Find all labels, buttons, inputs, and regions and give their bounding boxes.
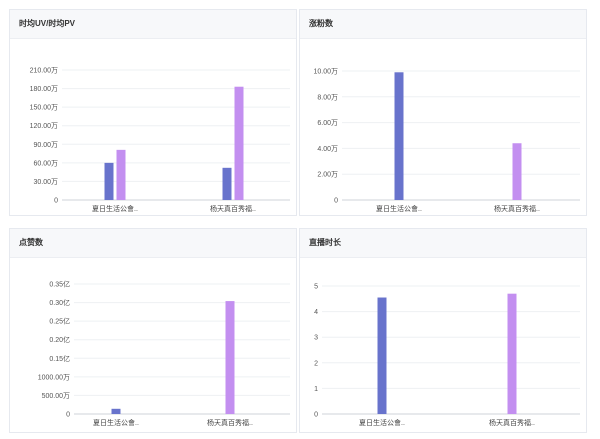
- chart-panel-fans: 涨粉数 0 2.00万 4.00万 6.00万 8.00万 10.00万夏日生活公會.. 杨…: [299, 9, 587, 216]
- bar-chart: 0 1 2 3 4 5 夏日生活公會.. 杨天真百秀福..: [314, 284, 580, 427]
- y-tick-label: 2.00万: [317, 171, 338, 179]
- y-tick-label: 90.00万: [33, 141, 58, 149]
- y-tick-label: 5: [314, 284, 318, 291]
- y-tick-label: 8.00万: [317, 93, 338, 101]
- y-tick-label: 150.00万: [30, 104, 58, 112]
- y-tick-label: 180.00万: [30, 85, 58, 93]
- y-tick-label: 500.00万: [42, 392, 70, 400]
- x-category-label: 夏日生活公會..: [92, 204, 138, 213]
- chart-panel-likes: 点赞数 0 500.00万 1000.00万 0.15亿 0.20亿 0.25亿 0.30亿…: [9, 228, 297, 433]
- x-category-label: 杨天真百秀福..: [207, 418, 253, 427]
- bar[interactable]: [512, 143, 522, 200]
- y-tick-label: 30.00万: [33, 178, 58, 186]
- panel-header: 点赞数: [10, 229, 296, 258]
- chart-panel-duration: 直播时长 0 1 2 3 4 5 夏日生活公會.. 杨天真百秀福..: [299, 228, 587, 433]
- bar[interactable]: [394, 72, 404, 200]
- panel-title: 涨粉数: [309, 19, 333, 28]
- panel-title: 直播时长: [309, 238, 341, 247]
- y-tick-label: 6.00万: [317, 119, 338, 127]
- y-tick-label: 10.00万: [313, 68, 338, 76]
- chart-panel-uv-pv: 时均UV/时均PV 0 30.00万 60.00万 90.00万 120.00万 150.…: [9, 9, 297, 216]
- bar[interactable]: [234, 86, 244, 200]
- x-category-label: 夏日生活公會..: [359, 418, 405, 427]
- y-tick-label: 0: [334, 198, 338, 205]
- bar[interactable]: [377, 297, 387, 414]
- y-tick-label: 2: [314, 360, 318, 367]
- y-tick-label: 0.15亿: [49, 354, 70, 363]
- panel-title: 点赞数: [19, 238, 43, 247]
- bar-chart: 0 500.00万 1000.00万 0.15亿 0.20亿 0.25亿 0.30亿 0.35…: [38, 280, 290, 427]
- y-tick-label: 0: [54, 198, 58, 205]
- x-category-label: 杨天真百秀福..: [489, 418, 535, 427]
- y-tick-label: 0: [314, 412, 318, 419]
- x-category-label: 夏日生活公會..: [376, 204, 422, 213]
- panel-header: 涨粉数: [300, 10, 586, 39]
- y-tick-label: 4.00万: [317, 145, 338, 153]
- bar[interactable]: [116, 149, 126, 200]
- bar[interactable]: [104, 162, 114, 200]
- bar[interactable]: [222, 167, 232, 200]
- bar[interactable]: [507, 293, 517, 414]
- panel-title: 时均UV/时均PV: [19, 19, 76, 28]
- y-tick-label: 0.35亿: [49, 280, 70, 289]
- y-tick-label: 0.30亿: [49, 298, 70, 307]
- x-category-label: 夏日生活公會..: [93, 418, 139, 427]
- bar[interactable]: [225, 301, 235, 414]
- x-category-label: 杨天真百秀福..: [210, 204, 256, 213]
- y-tick-label: 0.20亿: [49, 335, 70, 344]
- panel-header: 时均UV/时均PV: [10, 10, 296, 39]
- y-tick-label: 0.25亿: [49, 317, 70, 326]
- y-tick-label: 210.00万: [30, 67, 58, 75]
- y-tick-label: 120.00万: [30, 122, 58, 130]
- panel-header: 直播时长: [300, 229, 586, 258]
- y-tick-label: 3: [314, 335, 318, 342]
- y-tick-label: 4: [314, 309, 318, 316]
- x-category-label: 杨天真百秀福..: [494, 204, 540, 213]
- y-tick-label: 1000.00万: [38, 373, 70, 381]
- y-tick-label: 0: [66, 412, 70, 419]
- y-tick-label: 1: [314, 386, 318, 393]
- bar[interactable]: [111, 408, 121, 414]
- y-tick-label: 60.00万: [33, 159, 58, 167]
- bar-chart: 0 30.00万 60.00万 90.00万 120.00万 150.00万 180.00万…: [30, 67, 290, 213]
